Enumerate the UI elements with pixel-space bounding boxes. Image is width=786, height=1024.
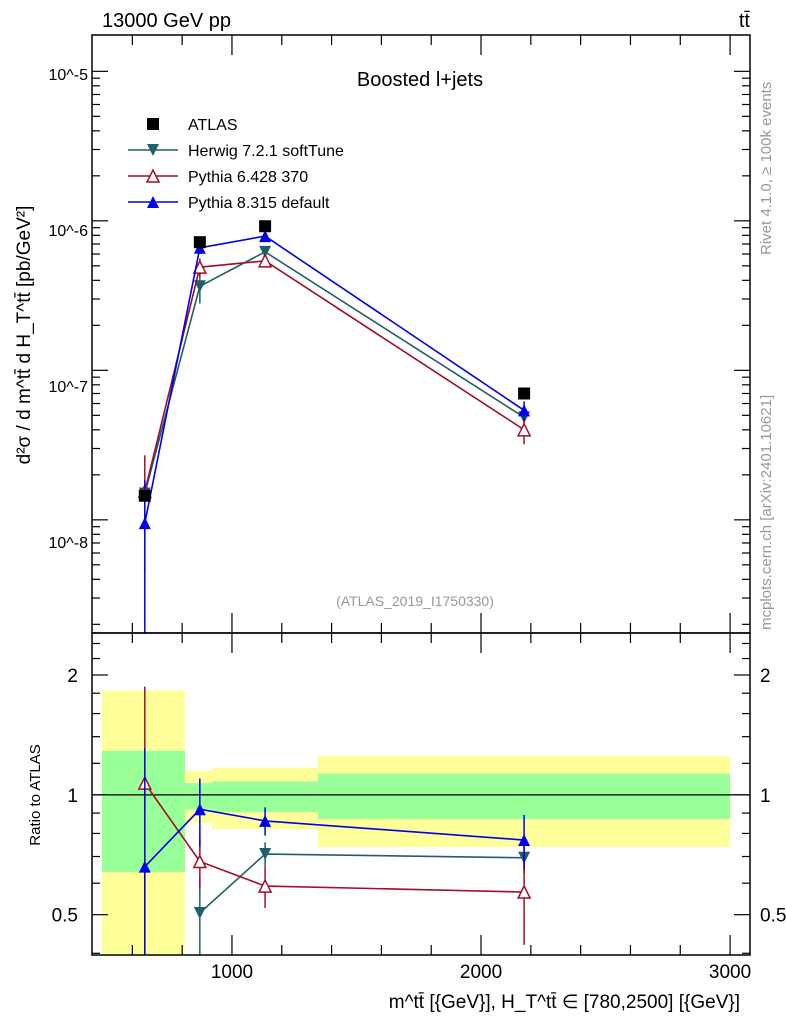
stat-uncertainty-band bbox=[212, 781, 318, 812]
data-point-square bbox=[518, 387, 531, 400]
data-point-triangle-open bbox=[516, 422, 532, 437]
axes: 0.5 0.5 1 1 2 2 1000 2000 3000 bbox=[52, 35, 786, 983]
ratio-point-triangle-up bbox=[193, 803, 206, 816]
main-plot bbox=[137, 220, 532, 633]
legend-label: Pythia 6.428 370 bbox=[188, 169, 308, 186]
data-point-square bbox=[259, 220, 272, 233]
y-axis-label: d²σ / d m^tt̄ d H_T^tt̄ [pb/GeV²] bbox=[14, 206, 35, 465]
ratio-point-triangle-up bbox=[138, 860, 151, 873]
series-line bbox=[144, 235, 525, 524]
uncertainty-bands bbox=[92, 690, 750, 955]
ratio-y-tick-label-right: 1 bbox=[760, 786, 771, 807]
rivet-label: Rivet 4.1.0, ≥ 100k events bbox=[758, 82, 775, 255]
ratio-y-tick-label: 1 bbox=[67, 786, 78, 807]
data-point-triangle-down bbox=[193, 280, 206, 293]
legend-label: Herwig 7.2.1 softTune bbox=[188, 143, 344, 160]
data-point-triangle-up bbox=[259, 230, 272, 243]
ratio-point-triangle-open bbox=[192, 853, 208, 869]
x-tick-label: 3000 bbox=[709, 962, 751, 983]
y-tick-label: 10^-6 bbox=[48, 223, 88, 240]
data-point-square bbox=[193, 236, 206, 249]
legend-marker-triangle-down bbox=[147, 144, 159, 156]
header-process: 13000 GeV pp bbox=[102, 10, 231, 32]
ratio-y-tick-label-right: 0.5 bbox=[760, 906, 786, 927]
data-point-triangle-up bbox=[138, 517, 151, 530]
ratio-plot bbox=[137, 686, 532, 955]
legend-marker-square bbox=[147, 118, 159, 130]
ratio-y-axis-label: Ratio to ATLAS bbox=[27, 744, 44, 845]
legend-label: ATLAS bbox=[188, 117, 238, 134]
ratio-y-tick-label-right: 2 bbox=[760, 666, 771, 687]
watermark: (ATLAS_2019_I1750330) bbox=[336, 593, 494, 609]
x-tick-label: 1000 bbox=[211, 962, 253, 983]
y-tick-label: 10^-5 bbox=[48, 67, 88, 84]
ratio-point-triangle-down bbox=[259, 848, 272, 861]
ratio-y-tick-label: 2 bbox=[67, 666, 78, 687]
data-point-triangle-down bbox=[259, 245, 272, 258]
y-tick-label: 10^-7 bbox=[48, 379, 88, 396]
data-point-square bbox=[138, 489, 151, 502]
x-tick-label: 2000 bbox=[460, 962, 502, 983]
data-point-triangle-up bbox=[518, 404, 531, 417]
ratio-point-triangle-up bbox=[259, 814, 272, 827]
legend-marker-triangle-up bbox=[147, 196, 159, 208]
legend-label: Pythia 8.315 default bbox=[188, 195, 330, 212]
ratio-y-tick-label: 0.5 bbox=[52, 906, 78, 927]
header-final-state: tt̄ bbox=[739, 10, 751, 32]
ratio-line bbox=[144, 808, 525, 868]
legend: ATLAS Herwig 7.2.1 softTune Pythia 6.428 3… bbox=[128, 117, 344, 212]
mcplots-label: mcplots.cern.ch [arXiv:2401.10621] bbox=[758, 395, 775, 630]
ratio-frame bbox=[91, 632, 751, 956]
stat-uncertainty-band bbox=[184, 783, 213, 810]
data-point-triangle-open bbox=[192, 259, 208, 274]
plot-title: Boosted l+jets bbox=[357, 69, 483, 91]
ratio-point-triangle-open bbox=[257, 878, 273, 893]
data-point-triangle-open bbox=[257, 253, 273, 268]
x-axis-label: m^tt̄ [{GeV}], H_T^tt̄ ∈ [780,2500] [{Ge… bbox=[389, 992, 740, 1013]
y-tick-label: 10^-8 bbox=[48, 535, 88, 552]
stat-uncertainty-band bbox=[317, 773, 731, 819]
ratio-line bbox=[144, 782, 525, 893]
legend-marker-triangle-open bbox=[145, 168, 161, 183]
ratio-line bbox=[199, 853, 525, 914]
ratio-point-triangle-up bbox=[518, 834, 531, 847]
series-line bbox=[144, 250, 525, 494]
ratio-point-triangle-open bbox=[516, 884, 532, 899]
ratio-point-triangle-down bbox=[193, 906, 206, 919]
stat-uncertainty-band bbox=[101, 750, 185, 873]
series-line bbox=[144, 260, 525, 492]
